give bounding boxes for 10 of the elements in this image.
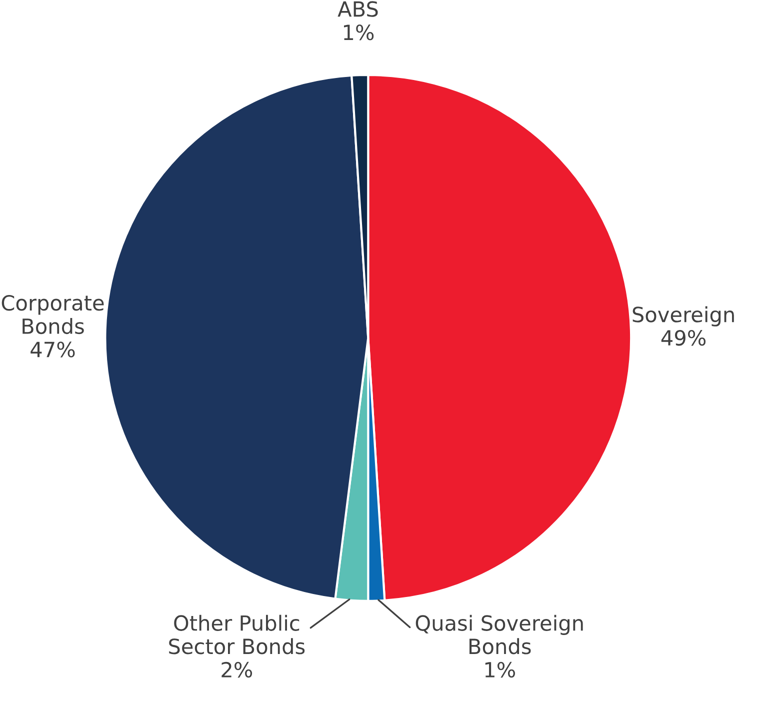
data-label: 1%: [485, 662, 515, 678]
data-label: 49%: [661, 330, 706, 346]
slice-label: Other Public Sector Bonds: [169, 614, 305, 654]
slice-label: ABS: [338, 1, 378, 17]
data-label: 1%: [344, 24, 374, 40]
slice-label: Sovereign: [632, 306, 734, 326]
slice-label: Quasi Sovereign Bonds: [416, 614, 583, 654]
slice-label: Corporate Bonds: [2, 294, 104, 334]
data-label: 2%: [222, 662, 252, 678]
data-label: 47%: [30, 342, 75, 358]
